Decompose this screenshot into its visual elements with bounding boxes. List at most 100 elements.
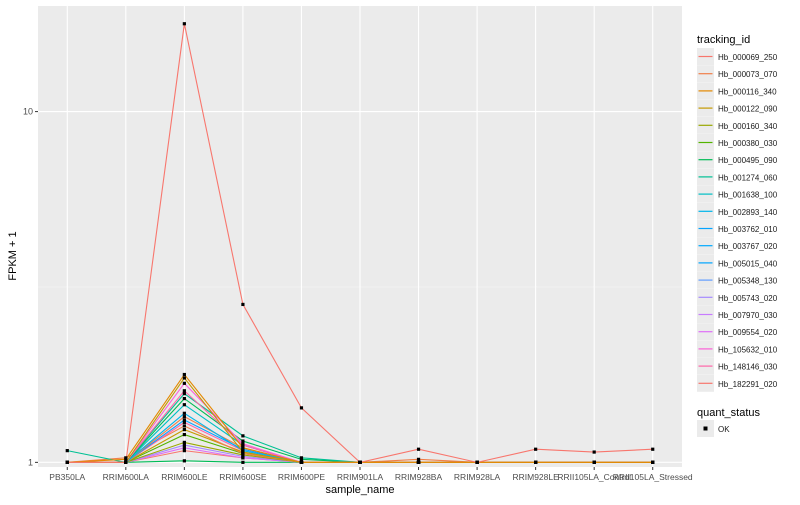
- legend-label: Hb_009554_020: [718, 328, 778, 337]
- legend-label: Hb_000160_340: [718, 122, 778, 131]
- point-hb-000160-340-2: [182, 440, 186, 444]
- legend-label: Hb_003767_020: [718, 242, 778, 251]
- legend-entry-hb-000160-340: Hb_000160_340: [697, 116, 778, 134]
- legend-entry-hb-003762-010: Hb_003762_010: [697, 220, 778, 237]
- legend-entry-hb-005348-130: Hb_005348_130: [697, 271, 778, 289]
- legend-label: Hb_182291_020: [718, 380, 778, 389]
- x-tick-label-rrim901la: RRIM901LA: [337, 472, 384, 482]
- point-hb-007970-030-3: [241, 302, 245, 307]
- legend-entry-hb-009554-020: Hb_009554_020: [697, 323, 778, 341]
- point-hb-182291-020-7: [475, 460, 479, 464]
- legend-entry-hb-000495-090: Hb_000495_090: [697, 151, 778, 169]
- x-tick-label-rrim928la: RRIM928LA: [454, 472, 501, 482]
- legend-entry-hb-148146-030: Hb_148146_030: [697, 357, 778, 375]
- point-hb-007970-030-4: [299, 406, 304, 410]
- point-hb-005015-040-3: [241, 456, 245, 460]
- x-tick-label-rrii105la-stressed: RRII105LA_Stressed: [613, 472, 693, 482]
- legend-entry-hb-000073-070: Hb_000073_070: [697, 65, 778, 83]
- point-hb-000116-340-2: [182, 372, 186, 377]
- point-hb-007970-030-2: [182, 22, 186, 26]
- point-hb-148146-030-3: [241, 450, 245, 454]
- point-hb-105632-010-3: [241, 439, 245, 443]
- point-hb-182291-020-6: [416, 460, 421, 464]
- legend-label: Hb_002893_140: [718, 208, 778, 217]
- legend-title-quant-status: quant_status: [697, 407, 760, 419]
- x-tick-label-rrim600la: RRIM600LA: [103, 472, 150, 482]
- legend-label: Hb_000495_090: [718, 156, 778, 165]
- point-hb-182291-020-8: [534, 460, 538, 464]
- legend-label: Hb_001274_060: [718, 173, 778, 182]
- point-hb-182291-020-10: [651, 460, 655, 464]
- x-tick-label-rrii105la-control: RRII105LA_Control: [557, 472, 631, 482]
- point-hb-105632-010-2: [182, 396, 186, 401]
- point-hb-000495-090-2: [182, 459, 186, 463]
- point-hb-009554-020-2: [182, 415, 186, 419]
- legend-label: Hb_000116_340: [718, 87, 777, 96]
- y-axis: 1 10: [23, 107, 38, 467]
- x-tick-label-rrim600pe: RRIM600PE: [278, 472, 326, 482]
- legend-label: Hb_005015_040: [718, 259, 778, 268]
- x-axis: PB350LA RRIM600LA RRIM600LE RRIM600SE RRIM60…: [49, 467, 693, 482]
- point-hb-182291-020-0: [65, 460, 69, 464]
- point-hb-007970-030-8: [534, 447, 538, 451]
- point-hb-000073-070-2: [182, 424, 186, 428]
- point-hb-182291-020-4: [299, 460, 304, 464]
- point-hb-000073-070-6: [416, 457, 421, 461]
- legend-label-ok: OK: [718, 425, 730, 434]
- point-hb-182291-020-3: [241, 443, 245, 447]
- point-hb-000380-030-2: [182, 432, 186, 437]
- point-hb-001274-060-0: [65, 449, 69, 453]
- x-tick-label-rrim928le: RRIM928LE: [512, 472, 559, 482]
- legend-entry-hb-005015-040: Hb_005015_040: [697, 254, 778, 272]
- legend-label: Hb_000122_090: [718, 105, 778, 114]
- legend-color-entries: Hb_000069_250 Hb_000073_070 Hb_000116_340 H…: [697, 48, 778, 392]
- point-hb-000495-090-3: [241, 460, 245, 464]
- y-tick-label: 1: [28, 457, 33, 467]
- point-hb-000122-090-2: [182, 376, 186, 380]
- point-hb-148146-030-2: [182, 427, 186, 432]
- legend-label: Hb_105632_010: [718, 345, 778, 354]
- x-tick-label-pb350la: PB350LA: [49, 472, 85, 482]
- point-hb-007970-030-6: [416, 447, 421, 451]
- y-tick-label: 10: [23, 107, 33, 117]
- legend-entry-hb-005743-020: Hb_005743_020: [697, 288, 778, 306]
- point-hb-000069-250-2: [182, 449, 186, 453]
- point-hb-105632-010-4: [299, 457, 304, 461]
- point-hb-182291-020-5: [358, 460, 362, 464]
- legend-entry-hb-000380-030: Hb_000380_030: [697, 134, 778, 151]
- point-hb-002893-140-2: [182, 411, 186, 415]
- point-hb-007970-030-10: [651, 447, 655, 451]
- point-hb-001274-060-2: [182, 392, 186, 396]
- data-points: [65, 22, 655, 464]
- y-axis-title: FPKM + 1: [7, 231, 19, 280]
- point-hb-009554-020-3: [241, 446, 245, 450]
- point-hb-005348-130-2: [182, 381, 186, 385]
- legend-label: Hb_007970_030: [718, 311, 778, 320]
- legend-title-tracking-id: tracking_id: [697, 34, 750, 46]
- point-hb-182291-020-9: [592, 460, 596, 464]
- point-hb-182291-020-1: [124, 460, 128, 464]
- legend-entry-hb-182291-020: Hb_182291_020: [697, 374, 778, 392]
- legend-entry-hb-002893-140: Hb_002893_140: [697, 202, 778, 220]
- point-hb-003762-010-2: [182, 418, 186, 422]
- legend-label: Hb_000069_250: [718, 53, 778, 62]
- x-tick-label-rrim600le: RRIM600LE: [161, 472, 208, 482]
- legend-label: Hb_005743_020: [718, 294, 778, 303]
- legend-label: Hb_005348_130: [718, 277, 778, 286]
- x-axis-title: sample_name: [325, 484, 394, 496]
- legend-entry-hb-003767-020: Hb_003767_020: [697, 237, 778, 255]
- x-tick-label-rrim600se: RRIM600SE: [219, 472, 267, 482]
- x-tick-label-rrim928ba: RRIM928BA: [395, 472, 443, 482]
- legend-entry-hb-000069-250: Hb_000069_250: [697, 48, 778, 65]
- legend-entry-hb-000116-340: Hb_000116_340: [697, 82, 777, 100]
- legend-entry-hb-105632-010: Hb_105632_010: [697, 340, 778, 358]
- legend-ok-point: [703, 426, 708, 431]
- legend-entry-hb-000122-090: Hb_000122_090: [697, 99, 778, 117]
- legend-label: Hb_000073_070: [718, 70, 778, 79]
- grid-lines: [38, 6, 682, 467]
- legend-entry-hb-007970-030: Hb_007970_030: [697, 306, 778, 323]
- legend-label: Hb_148146_030: [718, 363, 778, 372]
- point-hb-001274-060-3: [241, 434, 245, 438]
- point-hb-182291-020-2: [182, 389, 186, 393]
